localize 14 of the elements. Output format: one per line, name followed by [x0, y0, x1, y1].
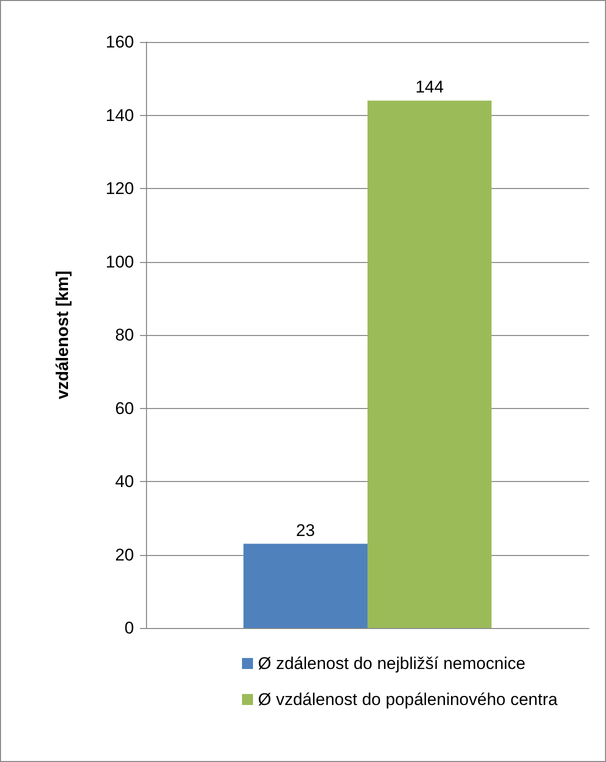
data-label: 144 [415, 78, 444, 97]
data-label: 23 [296, 520, 315, 540]
y-tick-label: 80 [115, 326, 134, 344]
legend-label: Ø zdálenost do nejbližší nemocnice [258, 654, 526, 673]
legend-label: Ø vzdálenost do popáleninového centra [258, 690, 558, 709]
y-tick-label: 100 [106, 252, 134, 272]
y-tick-label: 120 [106, 179, 134, 198]
y-tick-label: 140 [106, 106, 134, 125]
y-tick-label: 20 [115, 545, 134, 564]
y-tick-label: 0 [124, 618, 134, 638]
y-tick-label: 60 [115, 398, 134, 418]
y-axis-title: vzdálenost [km] [53, 270, 72, 400]
y-tick-label: 40 [115, 472, 134, 491]
y-tick-label: 160 [106, 32, 134, 52]
